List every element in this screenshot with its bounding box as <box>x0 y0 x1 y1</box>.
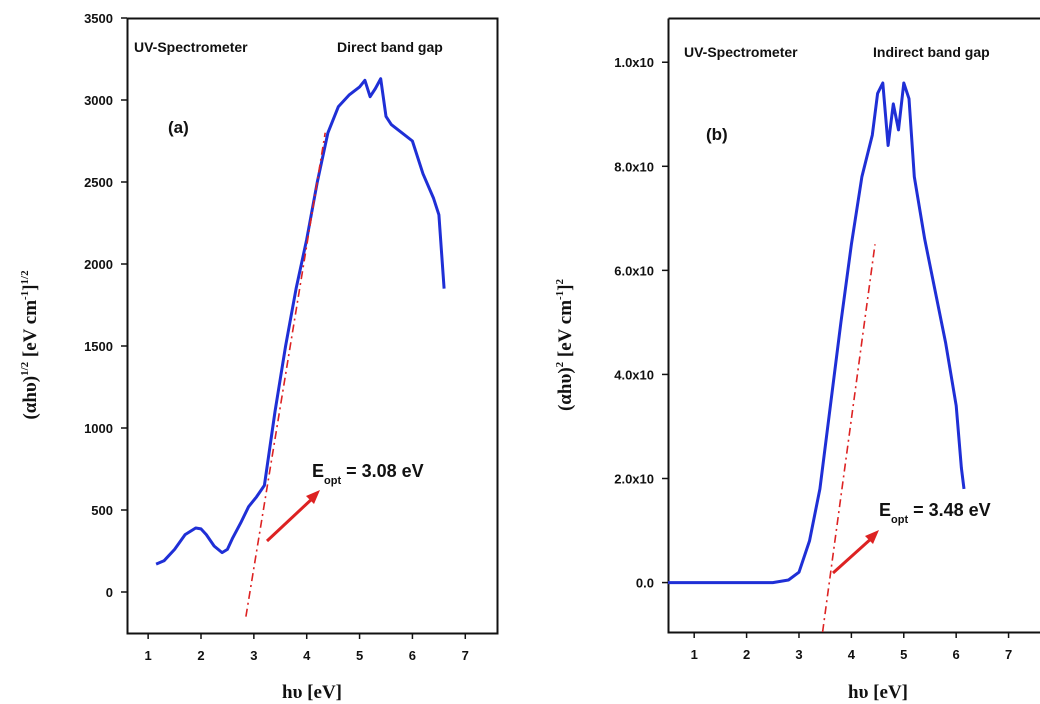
band-gap-label: Eopt = 3.08 eV <box>312 461 424 487</box>
y-tick-label: 1.0x10 <box>614 55 654 70</box>
x-tick-label: 4 <box>303 648 311 663</box>
x-tick-label: 6 <box>953 647 960 662</box>
absorption-curve <box>668 81 966 585</box>
ticks-group: 1 2 3 4 5 6 7 0 500 1000 1500 2000 2500 3000 3500 <box>84 11 469 663</box>
panel-label: (b) <box>706 125 728 144</box>
x-tick-label: 6 <box>409 648 416 663</box>
band-gap-label: Eopt = 3.48 eV <box>879 500 991 526</box>
ticks-group: 1 2 3 4 5 6 7 0.0 2.0x10 4.0x10 6.0x10 8.0x10 1.0x10 <box>614 55 1012 662</box>
band-gap-arrow <box>265 490 320 543</box>
x-tick-label: 3 <box>250 648 257 663</box>
series-group <box>155 77 446 617</box>
x-tick-label: 1 <box>691 647 698 662</box>
y-tick-label: 3000 <box>84 93 113 108</box>
y-tick-label: 4.0x10 <box>614 367 654 382</box>
absorption-curve <box>155 77 446 566</box>
tangent-fit-line <box>821 244 876 633</box>
x-tick-label: 2 <box>197 648 204 663</box>
tangent-fit-line <box>245 132 326 617</box>
y-tick-label: 1500 <box>84 339 113 354</box>
panel-a: 1 2 3 4 5 6 7 0 500 1000 1500 2000 2500 3000 3500 UV-S… <box>19 11 499 703</box>
y-tick-label: 6.0x10 <box>614 263 654 278</box>
y-tick-label: 2.0x10 <box>614 472 654 487</box>
x-tick-label: 4 <box>848 647 856 662</box>
x-tick-label: 2 <box>743 647 750 662</box>
series-group <box>668 81 966 633</box>
x-tick-label: 5 <box>900 647 907 662</box>
x-tick-label: 7 <box>1005 647 1012 662</box>
x-tick-label: 7 <box>462 648 469 663</box>
x-tick-label: 1 <box>145 648 152 663</box>
annotation-instrument: UV-Spectrometer <box>684 44 798 60</box>
annotation-gap-type: Direct band gap <box>337 39 443 55</box>
y-tick-label: 500 <box>91 503 113 518</box>
y-tick-label: 0 <box>106 585 113 600</box>
x-axis-title: hυ [eV] <box>848 682 908 703</box>
y-tick-label: 2000 <box>84 257 113 272</box>
y-tick-label: 1000 <box>84 421 113 436</box>
annotation-instrument: UV-Spectrometer <box>134 39 248 55</box>
plot-frame <box>667 17 1040 634</box>
x-tick-label: 5 <box>356 648 363 663</box>
x-axis-title: hυ [eV] <box>282 682 342 703</box>
x-tick-label: 3 <box>795 647 802 662</box>
y-axis-title: (αhυ)2 [eV cm-1]2 <box>554 278 576 411</box>
y-tick-label: 3500 <box>84 11 113 26</box>
annotation-gap-type: Indirect band gap <box>873 44 990 60</box>
plot-frame <box>126 17 499 635</box>
y-tick-label: 8.0x10 <box>614 159 654 174</box>
y-tick-label: 2500 <box>84 175 113 190</box>
band-gap-arrow <box>831 530 879 575</box>
y-tick-label: 0.0 <box>636 576 654 591</box>
panel-label: (a) <box>168 118 189 137</box>
y-axis-title: (αhυ)1/2 [eV cm-1]1/2 <box>19 270 41 420</box>
panel-b: 1 2 3 4 5 6 7 0.0 2.0x10 4.0x10 6.0x10 8.0x10 1.0x10… <box>554 17 1040 703</box>
